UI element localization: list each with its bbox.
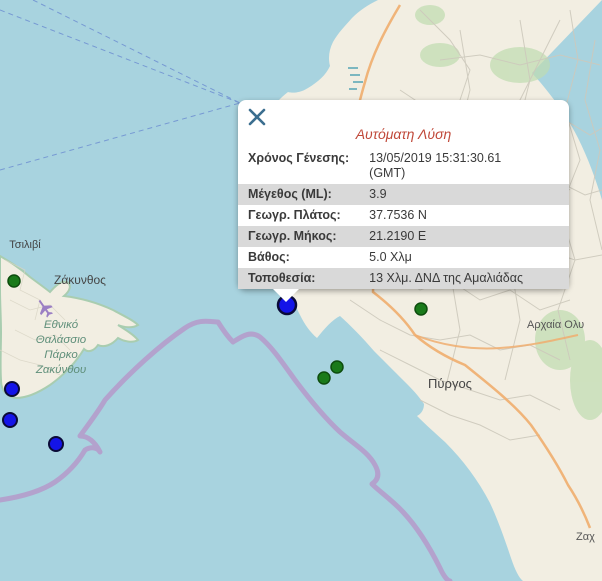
svg-text:Αρχαία Ολυ: Αρχαία Ολυ [527,319,584,331]
svg-text:Πάρκο: Πάρκο [44,349,78,361]
svg-text:Πύργος: Πύργος [428,376,472,391]
svg-text:Εθνικό: Εθνικό [44,319,79,331]
svg-text:Ζάκυνθος: Ζάκυνθος [54,273,106,287]
svg-text:Τσιλιβί: Τσιλιβί [9,239,41,251]
svg-text:Ζακύνθου: Ζακύνθου [35,364,86,376]
svg-text:Ζαχ: Ζαχ [576,531,595,543]
svg-text:Θαλάσσιο: Θαλάσσιο [36,334,87,346]
